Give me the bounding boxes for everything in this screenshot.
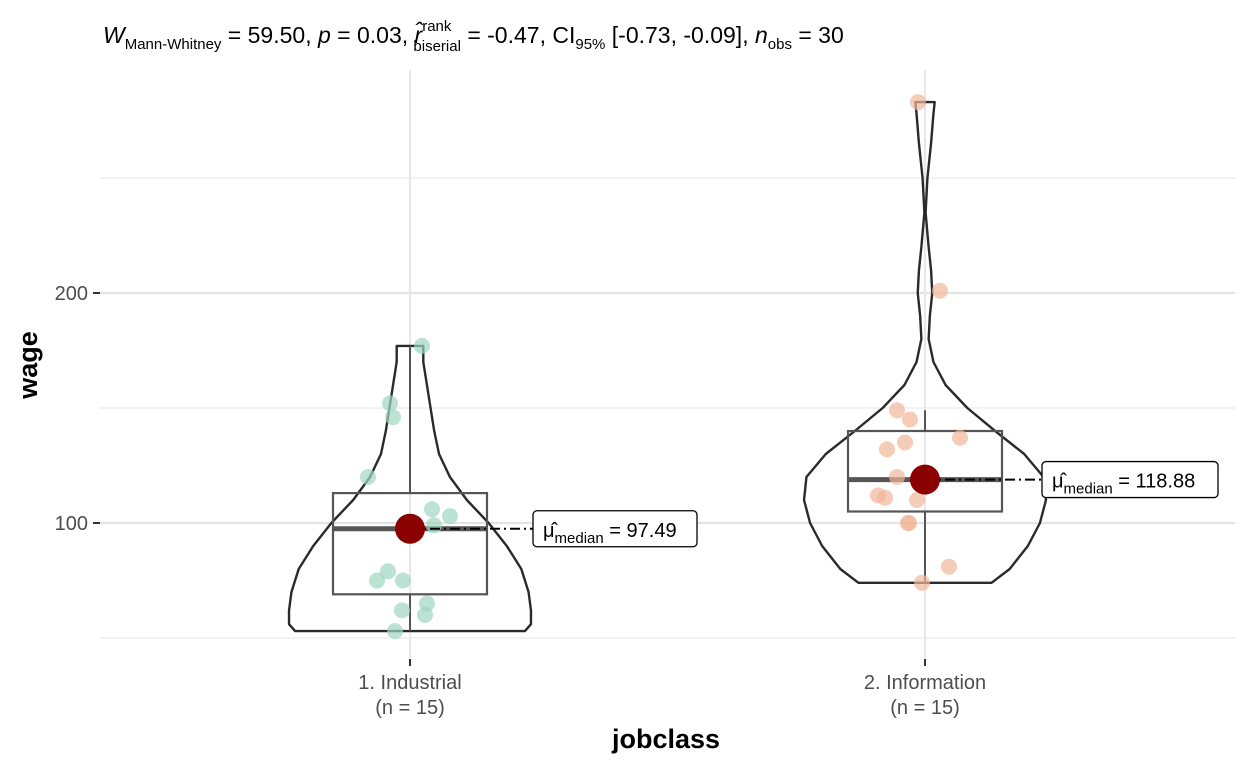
effect-symbol: r̂ [415,21,424,48]
data-point [901,515,917,531]
median-label: μ̂median = 118.88 [1052,471,1195,498]
box [331,492,489,596]
data-point [889,469,905,485]
p-symbol: p [317,22,331,48]
grid [100,70,1235,658]
n-sub: obs [768,36,792,53]
box [846,429,1004,513]
x-tick-count-label: (n = 15) [375,697,444,719]
data-point [394,602,410,619]
median-point [395,513,425,544]
ci-text: CI [552,22,575,48]
median-point [910,464,940,495]
data-point [360,469,376,485]
median-label-box [532,510,698,548]
y-tick-label: 100 [55,513,88,535]
data-point [889,402,905,419]
ci-sub: 95% [575,36,605,53]
n-value: = 30 [792,22,844,48]
data-point [897,434,913,451]
points [360,94,968,640]
data-point [914,574,930,591]
data-point [902,411,918,428]
effect-sub: biserial [413,38,461,55]
stat-symbol: W [103,22,127,48]
data-point [385,409,401,426]
violins [287,100,1048,633]
data-point [369,572,385,589]
p-value: = 0.03, [331,22,415,48]
data-point [910,94,926,111]
data-point [387,623,403,640]
effect-sup: rank [422,18,452,35]
stat-value: = 59.50, [221,22,318,48]
x-axis-title: jobclass [611,724,720,754]
data-point [424,501,440,518]
data-point [382,395,398,412]
n-symbol: n [755,22,768,48]
y-axis-title: wage [13,331,43,400]
median-label-box [1041,460,1219,499]
data-point [414,337,430,354]
effect-value: = -0.47, [461,22,552,48]
x-tick-label: 1. Industrial [358,672,461,694]
data-point [952,429,968,446]
data-point [442,508,458,525]
data-point [426,517,442,534]
axes: 100 200 1. Industrial (n = 15) 2. Informatio… [55,283,987,719]
data-point [380,563,396,580]
chart-subtitle: WMann-Whitney = 59.50, p = 0.03, r̂rank b… [103,18,844,55]
stat-sub: Mann-Whitney [125,36,222,53]
data-point [417,607,433,623]
data-point [909,492,925,508]
data-point [941,558,957,575]
x-tick-count-label: (n = 15) [890,697,959,719]
ci-value: [-0.73, -0.09], [605,22,755,48]
data-point [395,572,411,589]
y-tick-label: 200 [55,283,88,305]
data-point [879,441,895,458]
data-point [877,489,893,506]
x-tick-label: 2. Information [864,672,986,694]
data-point [932,282,948,299]
medians: μ̂median = 97.49μ̂median = 118.88 [395,460,1219,548]
